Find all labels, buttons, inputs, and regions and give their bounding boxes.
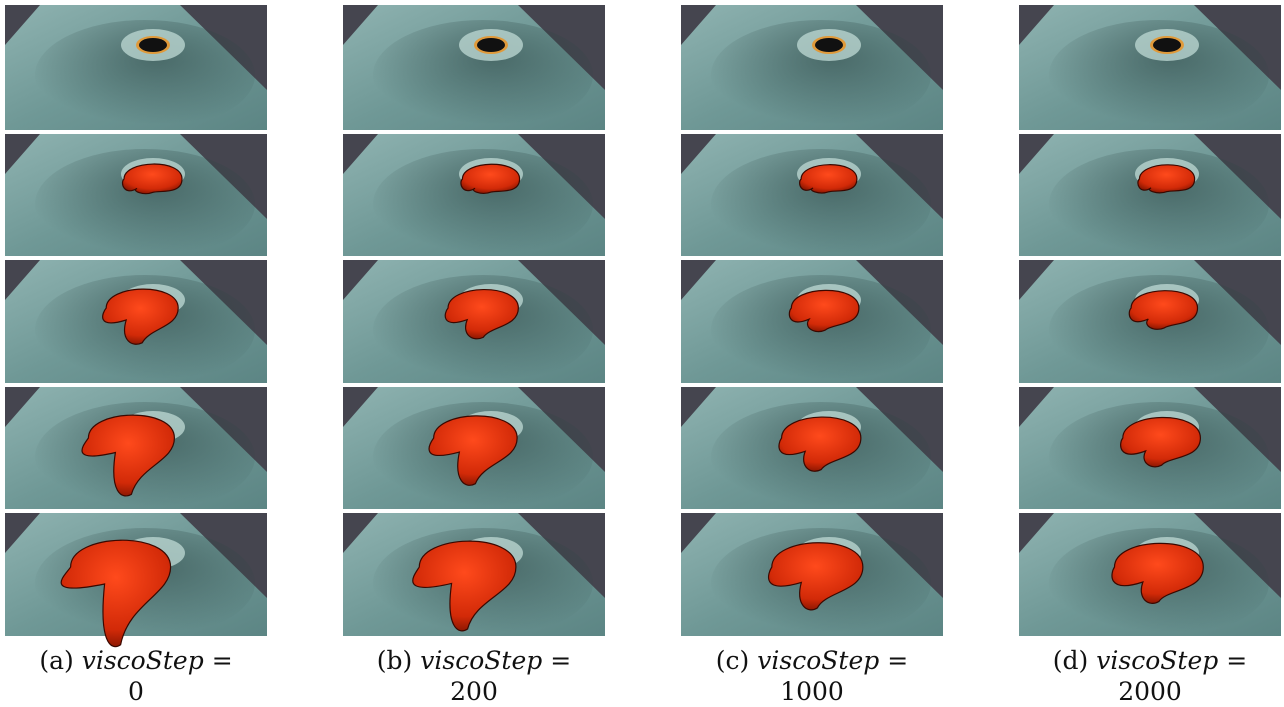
render-image (5, 260, 267, 385)
panel-caption: (c)viscoStep = (716, 646, 908, 675)
caption-variable: viscoStep (757, 646, 879, 675)
caption-operator: = (1226, 646, 1247, 675)
caption-operator: = (550, 646, 571, 675)
vent (1153, 38, 1181, 52)
render-image (5, 513, 267, 647)
panel-label: (c) (716, 646, 750, 675)
render-image (1019, 134, 1281, 259)
render-image (681, 5, 943, 130)
caption-value: 0 (128, 677, 144, 706)
caption-operator: = (887, 646, 908, 675)
panel-caption: (d)viscoStep = (1053, 646, 1247, 675)
caption-value: 1000 (780, 677, 844, 706)
lava-flow (1138, 165, 1195, 193)
render-image (343, 5, 605, 130)
caption-variable: viscoStep (82, 646, 204, 675)
render-image (681, 387, 943, 512)
render-image (343, 260, 605, 385)
render-image (343, 387, 605, 512)
panel-caption: (a) viscoStep = (39, 646, 232, 675)
lava-flow (461, 164, 520, 193)
render-image (681, 134, 943, 259)
panel-label: (b) (377, 646, 413, 675)
render-image (5, 134, 267, 259)
render-image (1019, 5, 1281, 130)
render-image (343, 513, 605, 638)
render-image (1019, 513, 1281, 638)
page: (a)viscoStep=0(b)viscoStep=200(c)viscoSt… (0, 0, 1284, 707)
vent (139, 38, 167, 52)
caption-value: 200 (450, 677, 498, 706)
figure: (a)viscoStep=0(b)viscoStep=200(c)viscoSt… (0, 0, 1284, 707)
lava-flow (123, 164, 182, 194)
vent (477, 38, 505, 52)
caption-variable: viscoStep (1096, 646, 1218, 675)
caption-variable: viscoStep (420, 646, 542, 675)
render-image (5, 387, 267, 512)
render-image (1019, 260, 1281, 385)
render-image (681, 260, 943, 385)
caption-operator: = (212, 646, 233, 675)
render-image (343, 134, 605, 259)
panel-label: (d) (1053, 646, 1089, 675)
lava-flow (800, 165, 857, 193)
render-image (681, 513, 943, 638)
render-image (5, 5, 267, 130)
panel-label: (a) (39, 646, 73, 675)
render-image (1019, 387, 1281, 512)
caption-value: 2000 (1118, 677, 1182, 706)
vent (815, 38, 843, 52)
panel-caption: (b)viscoStep = (377, 646, 571, 675)
